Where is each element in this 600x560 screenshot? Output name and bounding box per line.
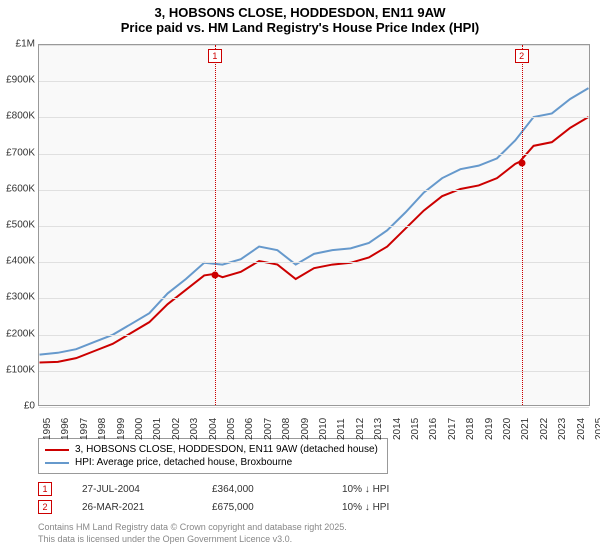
gridline: [39, 298, 589, 299]
marker-note-2: 10% ↓ HPI: [342, 502, 442, 513]
legend-swatch-2: [45, 462, 69, 464]
x-axis-label: 2010: [318, 418, 329, 440]
y-axis-label: £0: [24, 401, 35, 412]
marker-date-2: 26-MAR-2021: [82, 502, 182, 513]
gridline: [39, 371, 589, 372]
legend-label-1: 3, HOBSONS CLOSE, HODDESDON, EN11 9AW (d…: [75, 444, 378, 455]
y-axis-label: £900K: [6, 75, 35, 86]
x-axis-label: 2016: [428, 418, 439, 440]
x-axis-label: 2011: [336, 418, 347, 440]
gridline: [39, 154, 589, 155]
gridline: [39, 262, 589, 263]
gridline: [39, 335, 589, 336]
x-axis-label: 1999: [116, 418, 127, 440]
x-axis-label: 2013: [373, 418, 384, 440]
x-axis-label: 2002: [171, 418, 182, 440]
y-axis-label: £800K: [6, 111, 35, 122]
marker-id-2: 2: [38, 500, 52, 514]
marker-vline: [522, 45, 523, 405]
gridline: [39, 81, 589, 82]
gridline: [39, 226, 589, 227]
y-axis-label: £400K: [6, 256, 35, 267]
y-axis-label: £1M: [16, 39, 35, 50]
attribution-line-1: Contains HM Land Registry data © Crown c…: [38, 522, 347, 534]
legend-swatch-1: [45, 449, 69, 451]
x-axis-label: 2019: [484, 418, 495, 440]
x-axis-label: 2020: [502, 418, 513, 440]
marker-price-2: £675,000: [212, 502, 312, 513]
marker-box: 1: [208, 49, 222, 63]
gridline: [39, 190, 589, 191]
y-axis-label: £200K: [6, 328, 35, 339]
x-axis-label: 2004: [208, 418, 219, 440]
x-axis-label: 2015: [410, 418, 421, 440]
x-axis-label: 2005: [226, 418, 237, 440]
gridline: [39, 117, 589, 118]
marker-price-1: £364,000: [212, 484, 312, 495]
marker-vline: [215, 45, 216, 405]
x-axis-label: 2003: [189, 418, 200, 440]
y-axis-label: £600K: [6, 183, 35, 194]
x-axis-label: 2006: [244, 418, 255, 440]
chart-title-2: Price paid vs. HM Land Registry's House …: [0, 20, 600, 35]
x-axis-label: 2022: [539, 418, 550, 440]
gridline: [39, 45, 589, 46]
y-axis-label: £100K: [6, 364, 35, 375]
x-axis-label: 2018: [465, 418, 476, 440]
marker-dot: [518, 159, 525, 166]
x-axis-label: 2001: [152, 418, 163, 440]
marker-id-1: 1: [38, 482, 52, 496]
x-axis-label: 2024: [576, 418, 587, 440]
x-axis-label: 2025: [594, 418, 600, 440]
legend: 3, HOBSONS CLOSE, HODDESDON, EN11 9AW (d…: [38, 438, 388, 474]
attribution-line-2: This data is licensed under the Open Gov…: [38, 534, 347, 546]
x-axis-label: 2008: [281, 418, 292, 440]
series-line-hpi: [40, 88, 589, 354]
x-axis-label: 2000: [134, 418, 145, 440]
attribution: Contains HM Land Registry data © Crown c…: [38, 522, 347, 545]
marker-box: 2: [515, 49, 529, 63]
x-axis-label: 2012: [355, 418, 366, 440]
marker-note-1: 10% ↓ HPI: [342, 484, 442, 495]
line-series-svg: [39, 45, 589, 405]
chart-title-1: 3, HOBSONS CLOSE, HODDESDON, EN11 9AW: [0, 5, 600, 20]
y-axis-label: £300K: [6, 292, 35, 303]
x-axis-label: 2007: [263, 418, 274, 440]
marker-dot: [211, 272, 218, 279]
x-axis-label: 2009: [300, 418, 311, 440]
x-axis-label: 2021: [520, 418, 531, 440]
x-axis-label: 1998: [97, 418, 108, 440]
x-axis-label: 1997: [79, 418, 90, 440]
x-axis-label: 1995: [42, 418, 53, 440]
gridline: [39, 407, 589, 408]
marker-table: 1 27-JUL-2004 £364,000 10% ↓ HPI 2 26-MA…: [38, 480, 442, 516]
x-axis-label: 2017: [447, 418, 458, 440]
x-axis-label: 1996: [60, 418, 71, 440]
legend-label-2: HPI: Average price, detached house, Brox…: [75, 457, 292, 468]
x-axis-label: 2023: [557, 418, 568, 440]
y-axis-label: £500K: [6, 220, 35, 231]
x-axis-label: 2014: [392, 418, 403, 440]
y-axis-label: £700K: [6, 147, 35, 158]
marker-date-1: 27-JUL-2004: [82, 484, 182, 495]
chart-plot-area: 12: [38, 44, 590, 406]
